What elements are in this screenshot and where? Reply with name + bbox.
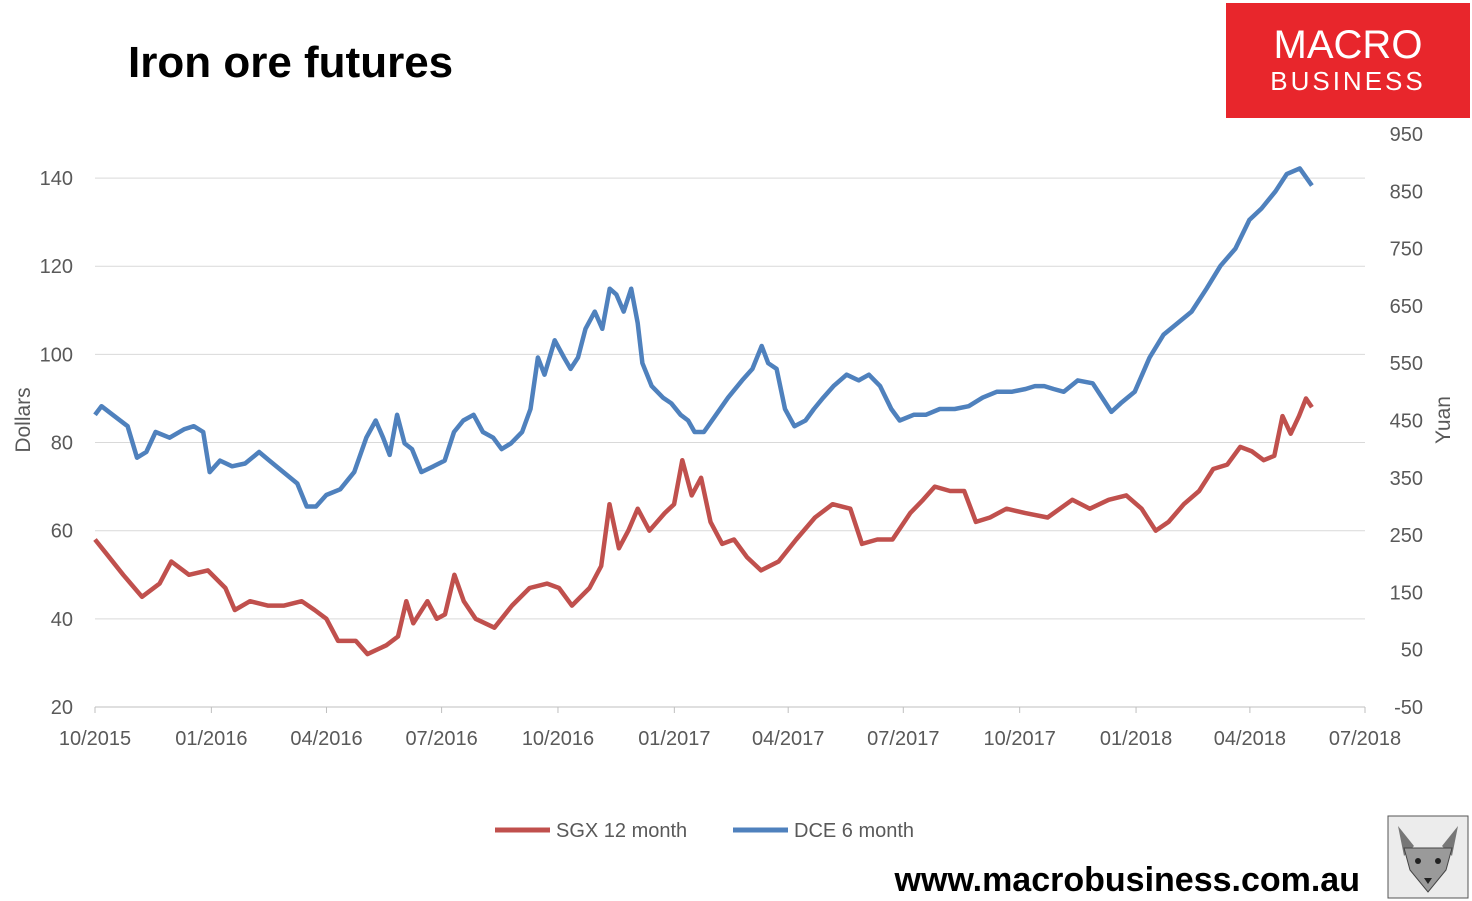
logo-text-macro: MACRO bbox=[1274, 23, 1423, 67]
right-axis-label: Yuan bbox=[1432, 396, 1455, 444]
series-lines bbox=[93, 166, 1314, 657]
series-sgx-12-month bbox=[93, 396, 1314, 657]
left-tick-label: 120 bbox=[40, 256, 73, 278]
left-tick-label: 80 bbox=[51, 433, 73, 455]
x-tick-label: 04/2016 bbox=[290, 728, 362, 750]
website-url: www.macrobusiness.com.au bbox=[894, 861, 1360, 899]
x-tick-label: 04/2018 bbox=[1214, 728, 1286, 750]
legend: SGX 12 month DCE 6 month bbox=[495, 820, 914, 842]
x-tick-label: 10/2016 bbox=[522, 728, 594, 750]
macrobusiness-logo: MACRO BUSINESS bbox=[1226, 3, 1470, 118]
right-tick-label: 50 bbox=[1401, 640, 1423, 662]
x-tick-label: 10/2017 bbox=[984, 728, 1056, 750]
right-tick-label: 350 bbox=[1390, 468, 1423, 490]
left-tick-label: 20 bbox=[51, 697, 73, 719]
right-tick-label: 450 bbox=[1390, 411, 1423, 433]
wolf-portrait-icon bbox=[1387, 815, 1469, 899]
left-tick-label: 100 bbox=[40, 344, 73, 366]
right-tick-label: 150 bbox=[1390, 582, 1423, 604]
right-axis-ticks: -50 50 150 250 350 450 550 650 750 850 950 bbox=[1390, 124, 1423, 719]
x-tick-label: 04/2017 bbox=[752, 728, 824, 750]
right-tick-label: 550 bbox=[1390, 353, 1423, 375]
x-tick-label: 07/2018 bbox=[1329, 728, 1401, 750]
x-tick-label: 07/2016 bbox=[405, 728, 477, 750]
left-axis-label: Dollars bbox=[12, 387, 35, 452]
right-tick-label: 850 bbox=[1390, 181, 1423, 203]
x-tick-label: 10/2015 bbox=[59, 728, 131, 750]
logo-text-business: BUSINESS bbox=[1270, 66, 1426, 96]
left-tick-label: 40 bbox=[51, 609, 73, 631]
series-dce-6-month bbox=[93, 166, 1314, 509]
left-axis-ticks: 20 40 60 80 100 120 140 bbox=[40, 168, 73, 719]
x-axis-ticks: 10/2015 01/2016 04/2016 07/2016 10/2016 01/20… bbox=[59, 707, 1401, 750]
gridlines bbox=[95, 177, 1365, 708]
left-tick-label: 140 bbox=[40, 168, 73, 190]
right-tick-label: -50 bbox=[1394, 697, 1423, 719]
x-tick-label: 01/2017 bbox=[638, 728, 710, 750]
legend-label-sgx: SGX 12 month bbox=[556, 820, 687, 842]
right-tick-label: 250 bbox=[1390, 525, 1423, 547]
x-tick-label: 01/2016 bbox=[175, 728, 247, 750]
legend-label-dce: DCE 6 month bbox=[794, 820, 914, 842]
x-tick-label: 07/2017 bbox=[867, 728, 939, 750]
chart-title: Iron ore futures bbox=[128, 38, 453, 87]
left-tick-label: 60 bbox=[51, 521, 73, 543]
right-tick-label: 950 bbox=[1390, 124, 1423, 146]
logo-background bbox=[1226, 3, 1470, 118]
x-tick-label: 01/2018 bbox=[1100, 728, 1172, 750]
right-tick-label: 650 bbox=[1390, 296, 1423, 318]
right-tick-label: 750 bbox=[1390, 239, 1423, 261]
